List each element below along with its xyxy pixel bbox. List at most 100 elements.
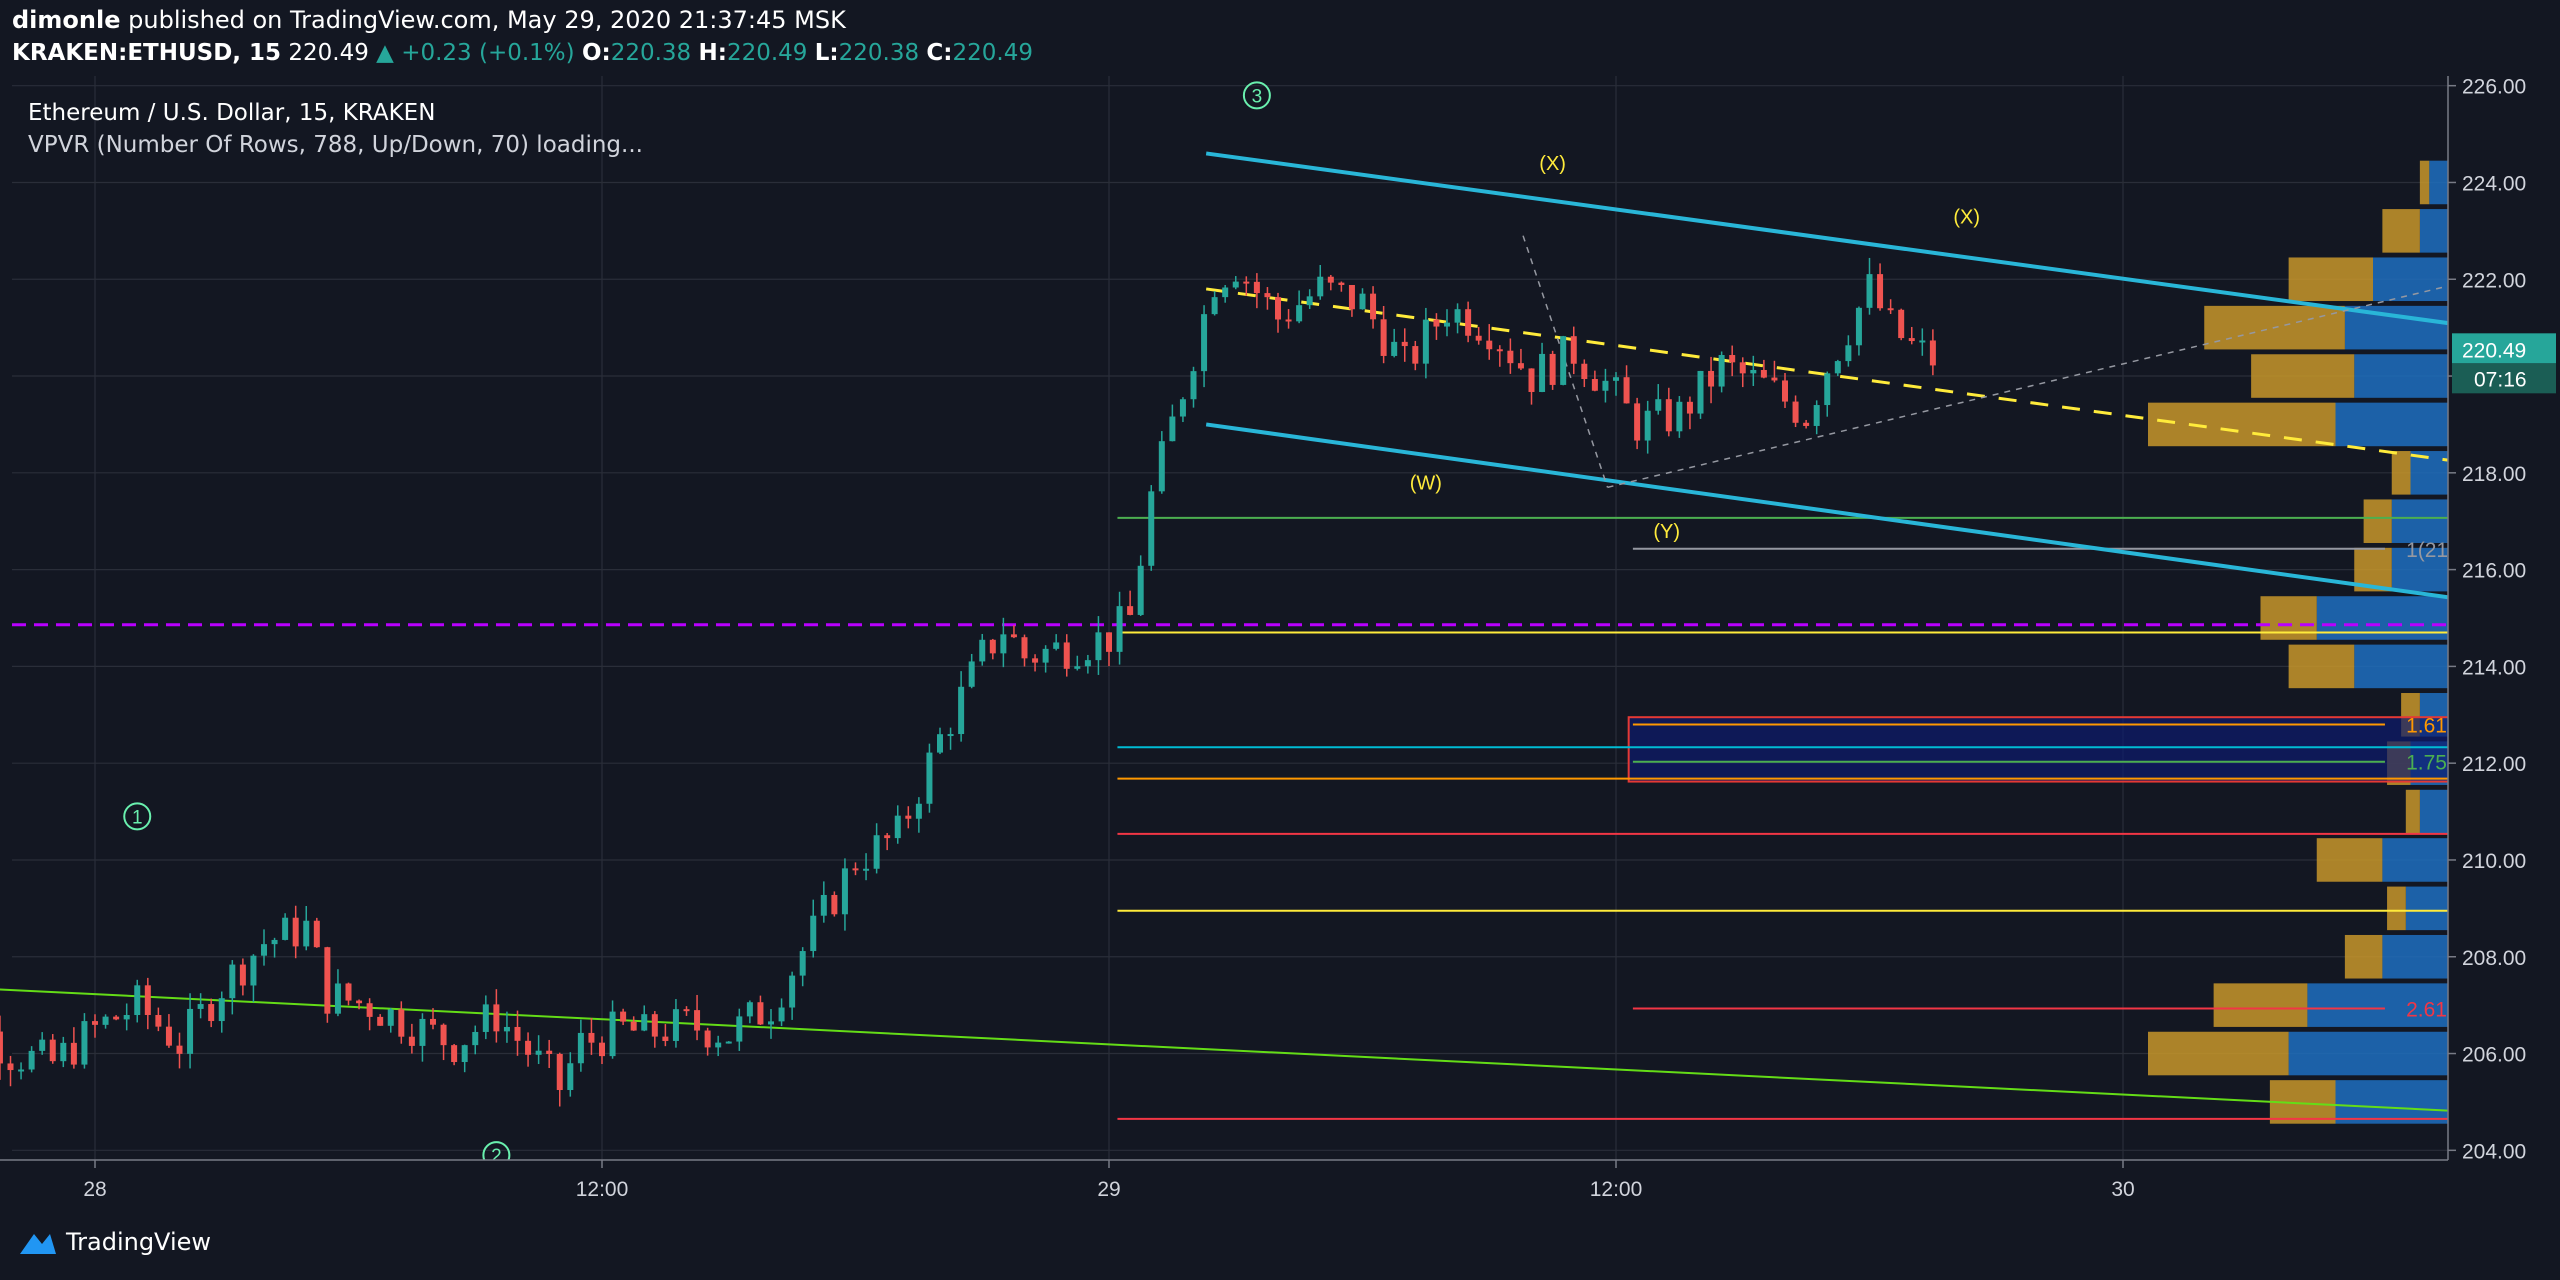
candle-body <box>1517 363 1524 369</box>
candle-body <box>778 1007 785 1022</box>
publish-info: dimonle published on TradingView.com, Ma… <box>12 6 846 34</box>
candle-body <box>472 1031 479 1046</box>
wave-label: (X) <box>1539 153 1566 175</box>
candle-body <box>1570 336 1577 364</box>
change-up-icon: ▲ <box>376 40 394 66</box>
candle-body <box>1401 341 1408 347</box>
candle-body <box>1127 606 1134 615</box>
candle-body <box>1444 322 1450 327</box>
candle-body <box>493 1004 500 1032</box>
vp-down-bar <box>2288 257 2373 302</box>
price-chart[interactable]: 38.20%(217.07)50.00%(214.70)61.80%(212.3… <box>0 76 2560 1212</box>
candle-body <box>746 1002 753 1017</box>
current-price-label: 220.49 <box>2462 339 2526 362</box>
candle-body <box>609 1011 616 1057</box>
vp-up-bar <box>2391 547 2448 592</box>
candle-body <box>1000 634 1007 654</box>
candle-body <box>1718 355 1725 387</box>
last-price: 220.49 <box>288 40 369 66</box>
candles[interactable] <box>0 257 1936 1107</box>
vp-up-bar <box>2429 160 2448 205</box>
candle-body <box>356 1000 363 1004</box>
candle-body <box>239 964 246 986</box>
candle-body <box>662 1036 669 1041</box>
candle-body <box>1581 363 1588 380</box>
candle-body <box>599 1042 605 1057</box>
published-text: published on TradingView.com, May 29, 20… <box>128 6 846 34</box>
candle-body <box>1179 399 1186 417</box>
candle-body <box>1560 336 1567 385</box>
candle-body <box>1708 370 1715 387</box>
candle-body <box>1486 340 1493 350</box>
symbol-label[interactable]: KRAKEN:ETHUSD, 15 <box>12 40 282 66</box>
candle-body <box>577 1032 584 1064</box>
candle-body <box>229 964 236 999</box>
low-value: 220.38 <box>838 40 920 66</box>
brand-name: TradingView <box>66 1228 212 1256</box>
channel-lower <box>1205 422 2560 615</box>
candle-body <box>630 1021 637 1031</box>
candle-body <box>261 944 267 956</box>
vp-down-bar <box>2382 209 2420 253</box>
candle-body <box>1422 319 1429 364</box>
price-axis-bg <box>2448 76 2560 1164</box>
candle-body <box>292 917 299 947</box>
candle-body <box>799 951 806 976</box>
vp-up-bar <box>2288 1031 2448 1076</box>
footer <box>0 1212 2560 1280</box>
chart-legend-title[interactable]: Ethereum / U.S. Dollar, 15, KRAKEN <box>28 100 436 126</box>
price-tick-label: 226.00 <box>2462 76 2526 99</box>
candle-body <box>768 1021 774 1025</box>
candle-body <box>39 1039 46 1051</box>
price-tick-label: 212.00 <box>2462 753 2526 776</box>
vp-down-bar <box>2288 644 2355 689</box>
candle-body <box>28 1050 35 1070</box>
candle-body <box>820 894 827 916</box>
candle-body <box>218 998 225 1022</box>
candle-body <box>282 917 289 940</box>
candle-body <box>1275 297 1281 320</box>
indicator-legend[interactable]: VPVR (Number Of Rows, 788, Up/Down, 70) … <box>28 132 643 158</box>
tradingview-cloud-icon <box>20 1234 56 1254</box>
candle-body <box>208 1004 215 1022</box>
vp-down-bar <box>2387 886 2406 931</box>
candle-body <box>1327 276 1334 283</box>
chart-header: dimonle published on TradingView.com, Ma… <box>0 0 2560 76</box>
vp-down-bar <box>2344 934 2383 979</box>
publisher-name[interactable]: dimonle <box>12 6 121 34</box>
candle-body <box>1739 362 1746 374</box>
candle-body <box>1877 274 1884 309</box>
candle-body <box>345 983 352 1001</box>
time-tick-label: 28 <box>83 1178 106 1201</box>
candle-body <box>651 1014 658 1037</box>
high-label: H: <box>698 40 727 66</box>
candle-body <box>1338 282 1345 285</box>
candle-body <box>1010 634 1017 638</box>
candle-body <box>1243 281 1250 284</box>
candle-body <box>70 1042 77 1065</box>
candle-body <box>1433 319 1440 327</box>
candle-body <box>1824 373 1831 406</box>
time-tick-label: 12:00 <box>576 1178 629 1201</box>
candle-body <box>1021 637 1028 659</box>
candle-body <box>1148 491 1155 566</box>
candle-body <box>250 955 257 986</box>
vp-down-bar <box>2213 983 2308 1027</box>
candle-body <box>725 1041 732 1044</box>
candle-body <box>926 752 933 804</box>
candle-body <box>1549 353 1556 385</box>
candle-body <box>1507 350 1514 364</box>
tradingview-logo[interactable]: TradingView <box>14 1228 211 1256</box>
candle-body <box>1813 405 1820 426</box>
candle-body <box>694 1010 701 1031</box>
candle-body <box>176 1045 183 1054</box>
vp-up-bar <box>2405 886 2448 931</box>
price-tick-label: 214.00 <box>2462 656 2526 679</box>
wave-label: (X) <box>1953 206 1980 228</box>
candle-body <box>1496 349 1503 352</box>
candle-body <box>1095 632 1102 661</box>
candle-body <box>958 686 965 735</box>
candle-body <box>1613 377 1619 381</box>
candle-body <box>165 1026 172 1046</box>
candle-body <box>1391 341 1398 356</box>
